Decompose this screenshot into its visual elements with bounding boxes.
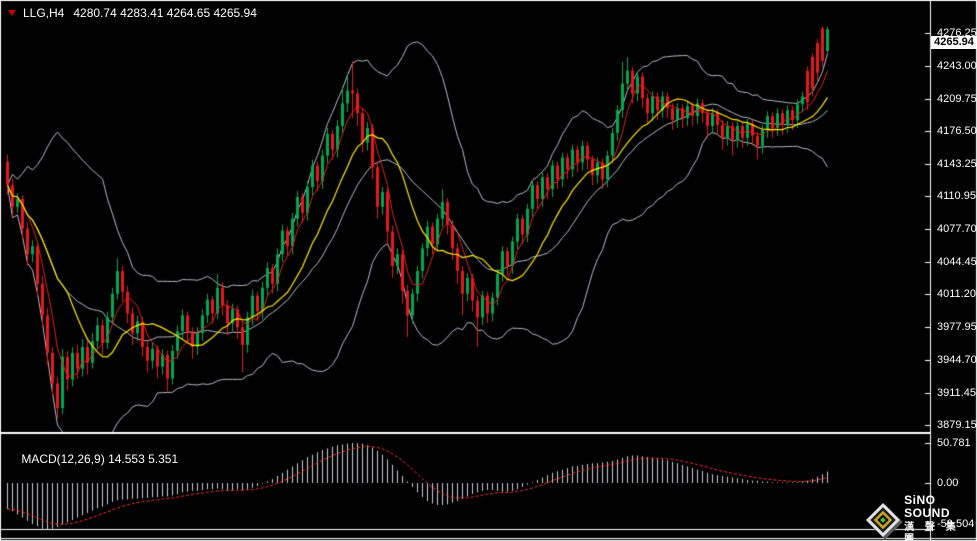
symbol-dropdown-icon xyxy=(8,10,16,16)
current-price-tag: 4265.94 xyxy=(931,36,977,50)
macd-panel-label: MACD(12,26,9) 14.553 5.351 xyxy=(8,438,178,480)
ohlc-values: 4280.74 4283.41 4264.65 4265.94 xyxy=(73,6,257,20)
logo-text-en: SiNO SOUND xyxy=(904,493,950,520)
logo-text-cn: 漢 聲 集 團 xyxy=(904,522,960,541)
macd-current-values: 14.553 5.351 xyxy=(108,452,179,466)
symbol-period-label: LLG,H4 xyxy=(23,6,65,20)
chart-title: LLG,H4 4280.74 4283.41 4264.65 4265.94 xyxy=(8,6,257,20)
logo: SiNO SOUND 漢 聲 集 團 xyxy=(866,494,977,541)
logo-diamond-icon xyxy=(866,501,903,540)
macd-indicator-name: MACD(12,26,9) xyxy=(21,452,105,466)
